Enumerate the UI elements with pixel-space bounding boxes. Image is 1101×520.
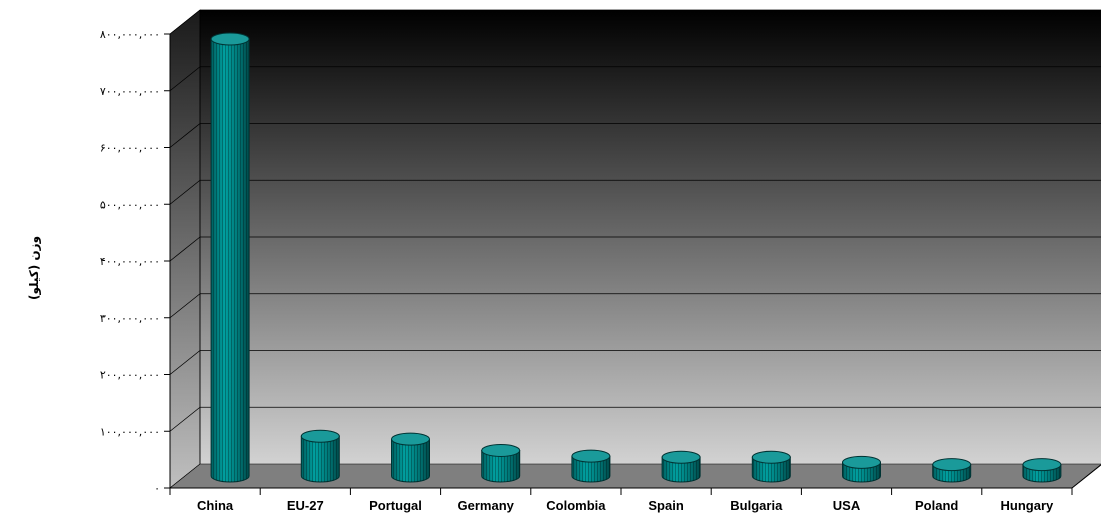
y-tick-label: ۱۰۰,۰۰۰,۰۰۰ [100, 425, 160, 438]
bar-top [210, 32, 250, 46]
bar-top [1022, 458, 1062, 472]
y-tick-label: ۷۰۰,۰۰۰,۰۰۰ [100, 85, 160, 98]
x-tick-label: EU-27 [287, 498, 324, 513]
gridline-side [169, 406, 201, 432]
bar [751, 450, 791, 483]
gridline-side [169, 179, 201, 205]
y-tick-label: ۴۰۰,۰۰۰,۰۰۰ [100, 255, 160, 268]
x-tick-label: Germany [458, 498, 515, 513]
y-tick-label: ۲۰۰,۰۰۰,۰۰۰ [100, 369, 160, 382]
x-tick-label: China [197, 498, 234, 513]
bar-texture [662, 457, 701, 482]
bar [300, 429, 340, 483]
y-tick-label: ۵۰۰,۰۰۰,۰۰۰ [100, 198, 160, 211]
bar [571, 449, 611, 483]
bar [391, 432, 430, 483]
bar-top [481, 443, 521, 457]
gridline-side [169, 123, 201, 148]
gridline-side [169, 350, 201, 375]
bar [1022, 458, 1062, 483]
gridline-side [169, 9, 201, 35]
bars [210, 32, 1062, 483]
bar-texture [211, 39, 250, 483]
x-tick-label: Portugal [369, 498, 422, 513]
x-tick-label: USA [833, 498, 861, 513]
gridline-side [169, 236, 201, 262]
bar-texture [752, 457, 791, 482]
bar [210, 32, 250, 483]
y-axis-title: وزن (کیلو) [27, 236, 42, 300]
x-tick-label: Colombia [546, 498, 606, 513]
x-axis-labels: China EU-27 Portugal Germany Colombia Spain Bu… [169, 488, 1073, 513]
y-tick-label: ۸۰۰,۰۰۰,۰۰۰ [100, 28, 160, 41]
bar-top [661, 450, 701, 464]
y-tick-label: ۳۰۰,۰۰۰,۰۰۰ [100, 312, 160, 325]
bar [842, 455, 881, 483]
x-axis-edge [1071, 464, 1101, 489]
y-tick-label: ۶۰۰,۰۰۰,۰۰۰ [100, 142, 160, 155]
gridlines [169, 9, 1101, 432]
bar-top [391, 432, 430, 446]
bar-top [571, 449, 611, 463]
bar-texture [391, 439, 430, 482]
x-tick-label: Poland [915, 498, 958, 513]
gridline-side [169, 293, 201, 319]
bar-texture [481, 450, 520, 482]
y-tick-label: ۰ [154, 482, 160, 495]
bar [661, 450, 701, 483]
bar-texture [571, 456, 610, 482]
x-tick-label: Bulgaria [730, 498, 783, 513]
gridline-side [169, 66, 201, 92]
bar-top [932, 458, 972, 472]
y-axis-ticks: ۰ ۱۰۰,۰۰۰,۰۰۰ ۲۰۰,۰۰۰,۰۰۰ ۳۰۰,۰۰۰,۰۰۰ ۴۰۰,۰۰… [100, 28, 170, 495]
bar-top [751, 450, 791, 464]
bar [932, 458, 972, 483]
x-tick-label: Hungary [1001, 498, 1055, 513]
bar-texture [301, 436, 340, 482]
bar-top [842, 455, 881, 469]
x-tick-label: Spain [648, 498, 683, 513]
bar-top [300, 429, 340, 443]
plot-area [169, 9, 1101, 489]
bar [481, 443, 521, 483]
